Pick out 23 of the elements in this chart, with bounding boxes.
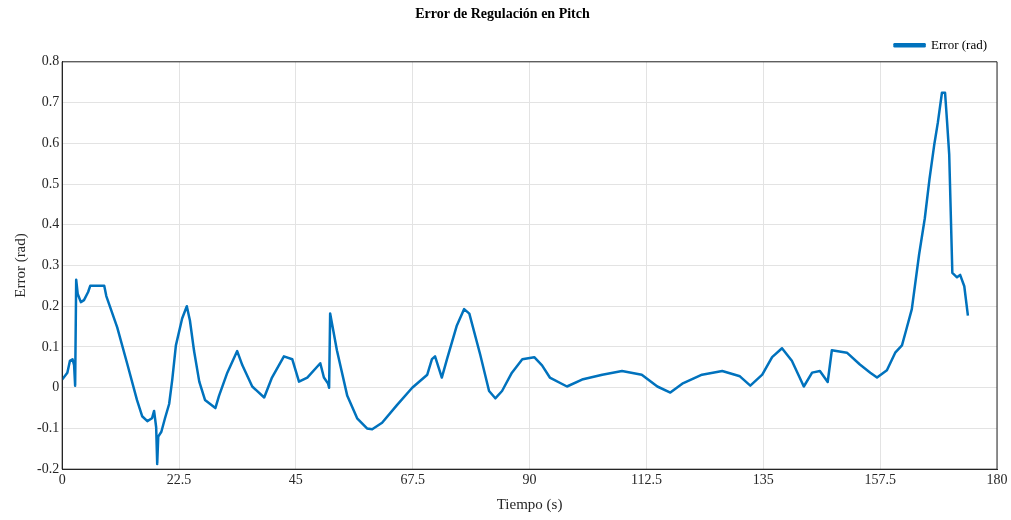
y-tick-label: -0.1 bbox=[36, 420, 60, 436]
x-tick-label: 22.5 bbox=[166, 472, 192, 488]
y-tick-label: 0.1 bbox=[41, 338, 60, 354]
y-tick-label: 0.2 bbox=[41, 297, 60, 313]
y-tick-label: 0.7 bbox=[41, 94, 60, 110]
x-tick-label: 157.5 bbox=[864, 472, 896, 488]
y-tick-label: 0.3 bbox=[41, 257, 60, 273]
y-tick-label: 0 bbox=[52, 379, 60, 395]
y-axis-title: Error (rad) bbox=[11, 233, 29, 298]
y-tick-label: 0.8 bbox=[41, 53, 60, 69]
y-tick-label: -0.2 bbox=[36, 460, 60, 476]
x-tick-label: 67.5 bbox=[400, 472, 425, 488]
x-tick-label: 45 bbox=[288, 472, 303, 488]
x-axis-title: Tiempo (s) bbox=[496, 495, 563, 513]
x-tick-label: 135 bbox=[752, 472, 774, 488]
legend-label: Error (rad) bbox=[931, 36, 987, 52]
chart-title: Error de Regulación en Pitch bbox=[415, 6, 590, 22]
x-tick-label: 112.5 bbox=[630, 472, 662, 488]
x-tick-label: 180 bbox=[986, 472, 1008, 488]
y-tick-label: 0.6 bbox=[41, 134, 60, 150]
y-tick-label: 0.4 bbox=[41, 216, 60, 232]
y-tick-label: 0.5 bbox=[41, 175, 60, 191]
x-tick-label: 90 bbox=[522, 472, 537, 488]
